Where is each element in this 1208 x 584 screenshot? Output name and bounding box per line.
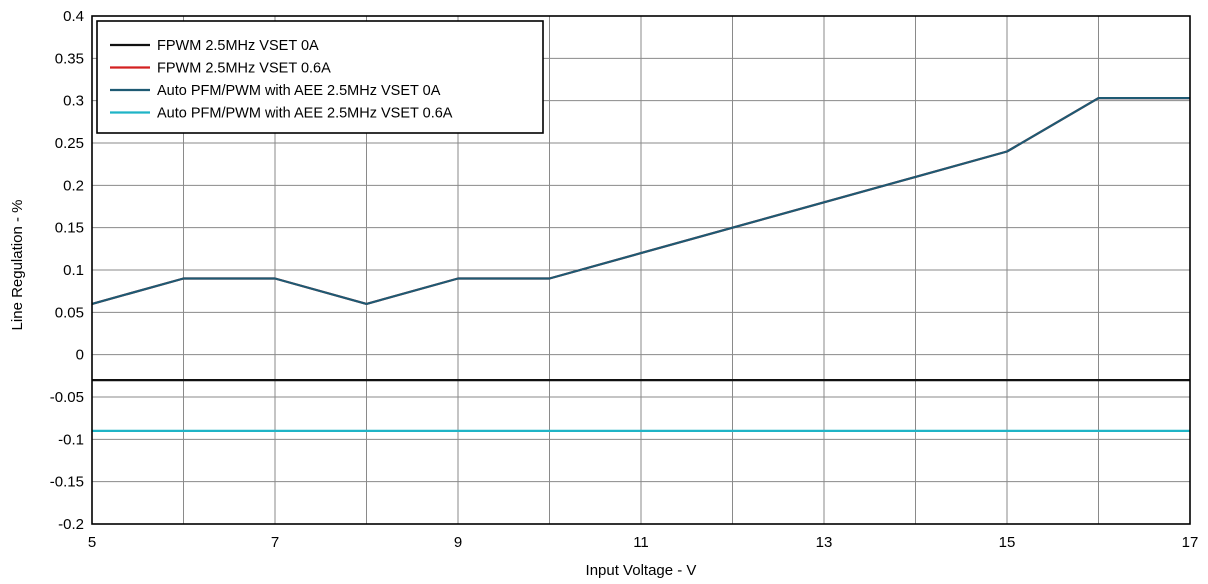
y-tick-label: 0.3 [63, 93, 84, 110]
y-tick-label: 0 [76, 347, 84, 364]
x-tick-label: 15 [999, 534, 1016, 551]
y-tick-label: 0.05 [55, 304, 84, 321]
x-tick-label: 17 [1182, 534, 1199, 551]
x-tick-labels: 5 7 9 11 13 15 17 [88, 534, 1199, 551]
x-tick-label: 5 [88, 534, 96, 551]
legend-box [96, 20, 544, 134]
y-tick-label: 0.25 [55, 135, 84, 152]
legend-label: FPWM 2.5MHz VSET 0.6A [157, 61, 331, 77]
x-tick-label: 13 [816, 534, 833, 551]
y-tick-label: 0.4 [63, 8, 84, 25]
legend-label: Auto PFM/PWM with AEE 2.5MHz VSET 0A [157, 83, 441, 99]
y-tick-label: -0.15 [50, 474, 84, 491]
y-tick-label: -0.2 [58, 516, 84, 533]
series-line-3 [91, 96, 1190, 305]
y-tick-label: 0.15 [55, 220, 84, 237]
y-tick-label: 0.2 [63, 177, 84, 194]
legend: FPWM 2.5MHz VSET 0A FPWM 2.5MHz VSET 0.6A… [96, 20, 544, 134]
plot-frame [91, 15, 1191, 525]
y-tick-label: 0.35 [55, 50, 84, 67]
series-layer [91, 96, 1190, 432]
legend-label: Auto PFM/PWM with AEE 2.5MHz VSET 0.6A [157, 106, 453, 122]
y-tick-labels: 0.4 0.35 0.3 0.25 0.2 0.15 0.1 0.05 0 -0.05 -0.1 -0… [50, 8, 84, 533]
y-tick-label: 0.1 [63, 262, 84, 279]
x-tick-label: 9 [454, 534, 462, 551]
x-tick-label: 7 [271, 534, 279, 551]
y-tick-label: -0.05 [50, 389, 84, 406]
x-tick-label: 11 [633, 534, 649, 551]
legend-label: FPWM 2.5MHz VSET 0A [157, 38, 319, 54]
y-tick-label: -0.1 [58, 431, 84, 448]
x-axis-label: Input Voltage - V [586, 562, 697, 579]
y-axis-label: Line Regulation - % [9, 200, 26, 331]
